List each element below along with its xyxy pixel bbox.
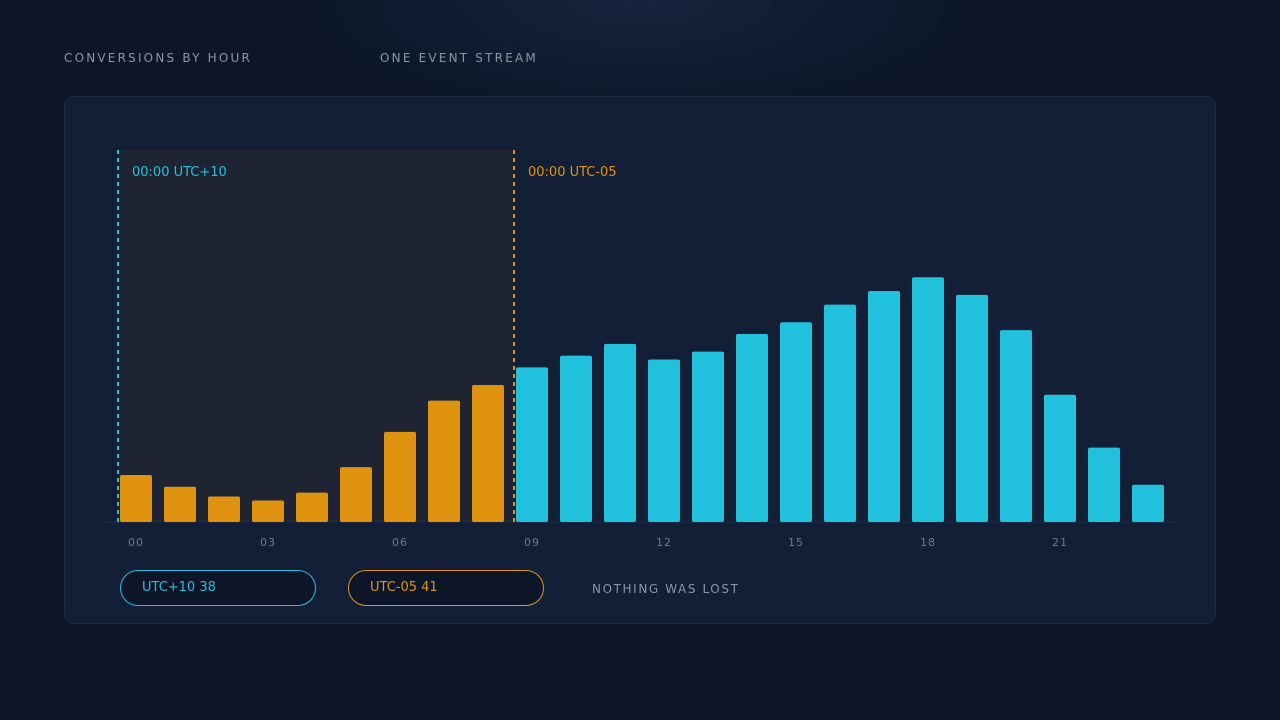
bar-02: [208, 496, 240, 522]
bar-05: [340, 467, 372, 522]
x-tick-label-03: 03: [260, 536, 276, 549]
bar-08: [472, 384, 504, 522]
chart-title: CONVERSIONS BY HOUR: [64, 51, 253, 65]
bar-11: [604, 343, 636, 522]
bar-00: [120, 475, 152, 522]
bar-19: [956, 294, 988, 522]
bar-23: [1132, 484, 1164, 522]
legend-pill-utc-plus-10[interactable]: UTC+10 38: [120, 570, 316, 606]
marker-label-0: 00:00 UTC+10: [132, 165, 227, 180]
x-tick-label-00: 00: [128, 536, 144, 549]
chart-subtitle: ONE EVENT STREAM: [380, 51, 538, 65]
bar-22: [1088, 447, 1120, 522]
x-tick-label-21: 21: [1052, 536, 1068, 549]
bar-06: [384, 431, 416, 522]
bar-21: [1044, 394, 1076, 522]
bar-13: [692, 351, 724, 522]
marker-label-1: 00:00 UTC-05: [528, 165, 617, 180]
bar-16: [824, 304, 856, 522]
bar-04: [296, 492, 328, 522]
bar-10: [560, 355, 592, 522]
x-tick-label-18: 18: [920, 536, 936, 549]
footnote: NOTHING WAS LOST: [592, 582, 740, 596]
bar-03: [252, 500, 284, 522]
bar-01: [164, 486, 196, 522]
legend-pill-utc-minus-05[interactable]: UTC-05 41: [348, 570, 544, 606]
bar-17: [868, 290, 900, 522]
bar-20: [1000, 330, 1032, 522]
x-tick-label-12: 12: [656, 536, 672, 549]
bar-14: [736, 334, 768, 522]
x-tick-label-15: 15: [788, 536, 804, 549]
bar-18: [912, 277, 944, 522]
x-tick-label-06: 06: [392, 536, 408, 549]
bar-15: [780, 322, 812, 522]
x-tick-label-09: 09: [524, 536, 540, 549]
bar-07: [428, 400, 460, 522]
bar-12: [648, 359, 680, 522]
bar-09: [516, 367, 548, 522]
